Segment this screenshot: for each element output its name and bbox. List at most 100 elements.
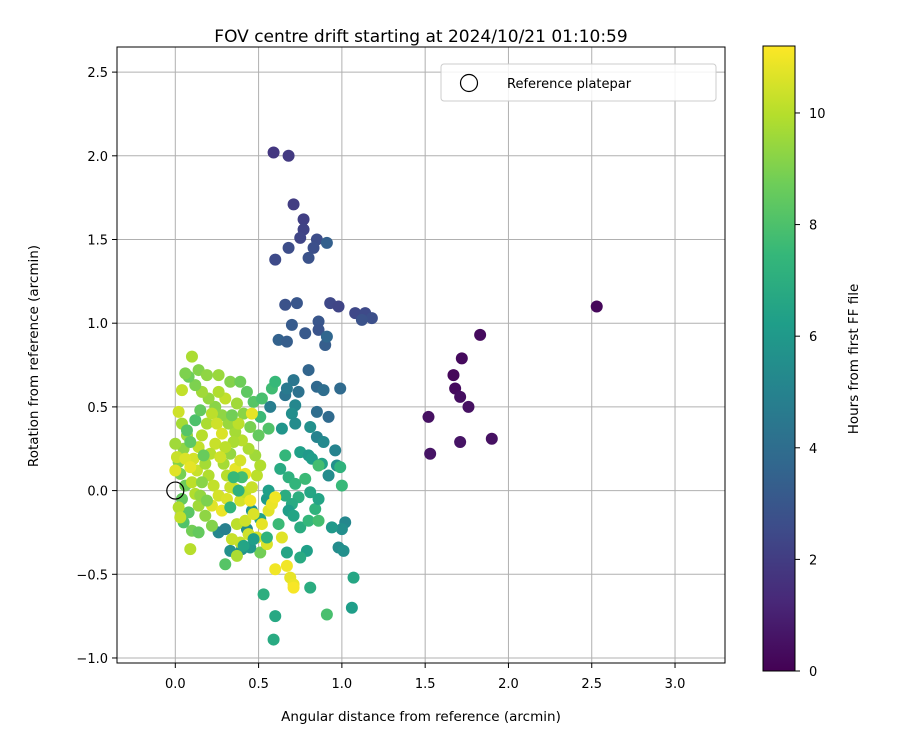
data-point xyxy=(210,417,223,430)
data-point xyxy=(294,231,307,244)
data-point xyxy=(180,424,193,437)
data-point xyxy=(174,511,187,524)
data-point xyxy=(184,436,197,449)
data-point xyxy=(189,414,202,427)
data-point xyxy=(267,633,280,646)
colorbar-ticks: 0 2 4 6 8 10 xyxy=(795,107,826,680)
colorbar: 0 2 4 6 8 10 Hours from first FF file xyxy=(762,45,862,680)
colorbar-label: Hours from first FF file xyxy=(846,284,862,435)
data-point xyxy=(485,432,498,445)
data-point xyxy=(454,436,467,449)
data-point xyxy=(282,149,295,162)
data-point xyxy=(234,375,247,388)
data-point xyxy=(215,427,228,440)
colorbar-frame xyxy=(762,45,796,672)
data-point xyxy=(254,459,267,472)
data-point xyxy=(312,323,325,336)
data-point xyxy=(309,503,322,515)
data-point xyxy=(194,404,207,417)
data-point xyxy=(200,494,213,507)
data-point xyxy=(347,571,360,584)
data-point xyxy=(219,441,232,454)
data-point xyxy=(205,407,218,420)
data-point xyxy=(219,558,232,571)
data-point xyxy=(227,471,240,484)
data-point xyxy=(272,518,285,531)
data-point xyxy=(269,563,282,576)
data-point xyxy=(322,469,335,482)
data-point xyxy=(345,601,358,614)
data-point xyxy=(279,489,292,502)
data-point xyxy=(322,410,335,423)
data-point xyxy=(312,514,325,527)
y-tick-label: 0.5 xyxy=(87,401,108,416)
data-point xyxy=(225,533,238,546)
data-point xyxy=(240,385,253,398)
data-point xyxy=(282,241,295,254)
data-point xyxy=(269,375,282,388)
data-point xyxy=(289,417,302,430)
legend-box xyxy=(440,63,717,102)
data-point xyxy=(247,508,260,521)
data-point xyxy=(224,375,237,388)
reference-marker-layer xyxy=(166,481,185,500)
data-point xyxy=(304,581,317,594)
data-point xyxy=(332,300,345,313)
data-point xyxy=(184,543,197,556)
data-point xyxy=(269,253,282,266)
data-point xyxy=(244,420,257,433)
data-point xyxy=(175,384,188,397)
data-point xyxy=(275,422,288,435)
data-point xyxy=(280,559,293,572)
data-point xyxy=(287,198,300,211)
data-point xyxy=(224,501,237,514)
data-point xyxy=(334,382,347,395)
data-point xyxy=(192,526,205,539)
data-point xyxy=(337,544,350,557)
data-point xyxy=(289,477,302,490)
data-point xyxy=(267,146,280,159)
x-axis-ticks: 0.0 0.5 1.0 1.5 2.0 2.5 3.0 xyxy=(165,663,685,692)
data-point xyxy=(195,476,208,489)
y-tick-label: 1.5 xyxy=(87,234,108,249)
data-point xyxy=(287,581,300,594)
y-tick-label: 2.0 xyxy=(87,150,108,165)
colorbar-tick-label: 6 xyxy=(809,330,817,345)
data-point xyxy=(297,213,310,226)
data-point xyxy=(169,437,182,450)
colorbar-tick-label: 8 xyxy=(809,219,817,234)
data-points xyxy=(169,146,603,646)
data-point xyxy=(212,369,225,382)
data-point xyxy=(255,392,268,405)
data-point xyxy=(189,379,202,392)
data-point xyxy=(424,447,437,460)
data-point xyxy=(320,608,333,621)
data-point xyxy=(205,519,218,532)
data-point xyxy=(184,461,197,474)
data-point xyxy=(287,374,300,387)
x-tick-label: 1.5 xyxy=(415,677,436,692)
colorbar-tick-label: 2 xyxy=(809,553,817,568)
data-point xyxy=(590,300,603,313)
data-point xyxy=(279,298,292,311)
data-point xyxy=(285,407,298,420)
data-point xyxy=(310,405,323,418)
legend-entry-reference-platepar: Reference platepar xyxy=(507,77,632,92)
data-point xyxy=(294,521,307,534)
data-point xyxy=(334,461,347,474)
data-point xyxy=(312,492,325,505)
data-point xyxy=(237,407,250,420)
data-point xyxy=(355,313,368,326)
data-point xyxy=(462,400,475,413)
x-tick-label: 2.0 xyxy=(498,677,519,692)
data-point xyxy=(312,459,325,472)
data-point xyxy=(312,315,325,328)
data-point xyxy=(207,479,220,492)
data-point xyxy=(329,444,342,457)
data-point xyxy=(285,318,298,331)
data-point xyxy=(200,369,213,382)
data-point xyxy=(172,501,185,514)
data-point xyxy=(335,523,348,536)
